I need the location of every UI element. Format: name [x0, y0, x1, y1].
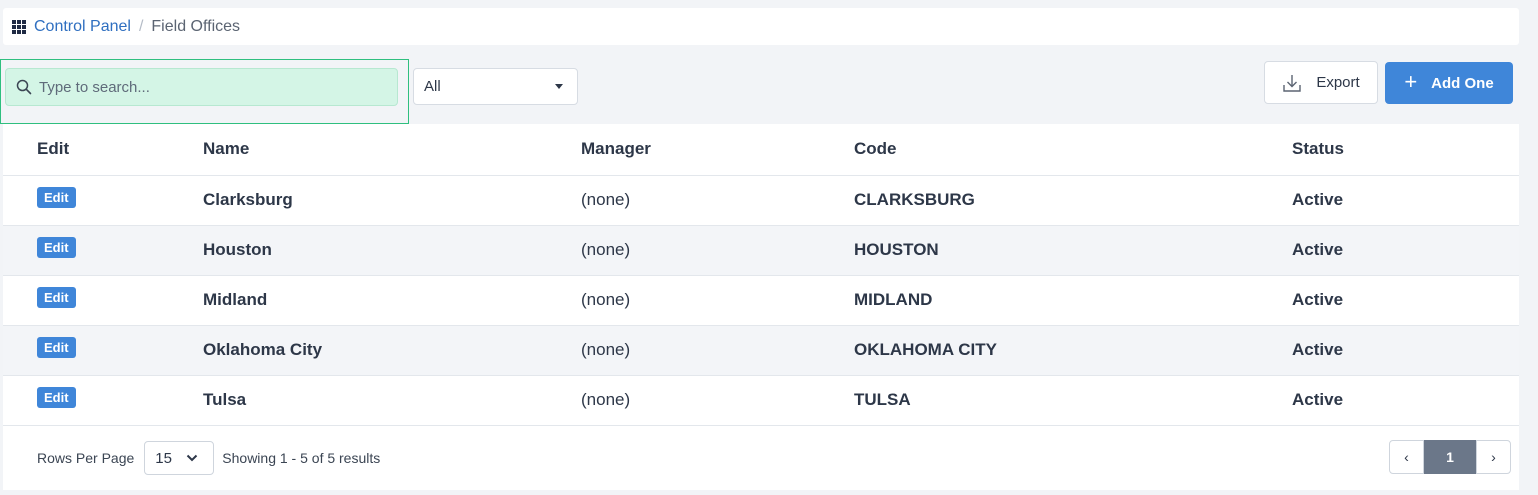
search-input[interactable]	[39, 78, 379, 96]
add-one-label: Add One	[1431, 74, 1494, 92]
next-page-button[interactable]: ›	[1476, 440, 1511, 474]
export-label: Export	[1316, 74, 1360, 91]
office-manager: (none)	[581, 225, 854, 276]
download-icon	[1283, 74, 1302, 92]
edit-button[interactable]: Edit	[37, 386, 76, 408]
edit-button[interactable]: Edit	[37, 236, 76, 258]
office-name: Midland	[203, 275, 581, 326]
edit-button[interactable]: Edit	[37, 286, 76, 308]
column-header-status[interactable]: Status	[1292, 124, 1519, 176]
table-header-row: Edit Name Manager Code Status	[3, 124, 1519, 176]
plus-icon: +	[1404, 69, 1418, 94]
results-summary: Showing 1 - 5 of 5 results	[222, 450, 381, 466]
search-focus-region	[0, 59, 409, 124]
caret-down-icon	[555, 84, 563, 89]
office-code: OKLAHOMA CITY	[854, 325, 1292, 376]
rows-per-page-value: 15	[155, 449, 172, 467]
table-footer: Rows Per Page 15 Showing 1 - 5 of 5 resu…	[3, 426, 1519, 490]
field-offices-table: Edit Name Manager Code Status Edit Clark…	[3, 124, 1519, 426]
office-name: Houston	[203, 225, 581, 276]
add-one-button[interactable]: + Add One	[1385, 62, 1513, 104]
office-name: Oklahoma City	[203, 325, 581, 376]
breadcrumb-separator: /	[138, 17, 144, 35]
office-manager: (none)	[581, 275, 854, 326]
page-title: Field Offices	[151, 17, 241, 35]
office-status: Active	[1292, 375, 1519, 426]
column-header-code[interactable]: Code	[854, 124, 1292, 176]
grid-icon[interactable]	[12, 19, 26, 34]
previous-page-button[interactable]: ‹	[1389, 440, 1424, 474]
field-offices-table-card: Edit Name Manager Code Status Edit Clark…	[3, 124, 1519, 490]
edit-button[interactable]: Edit	[37, 186, 76, 208]
office-code: CLARKSBURG	[854, 175, 1292, 226]
edit-button[interactable]: Edit	[37, 336, 76, 358]
office-code: TULSA	[854, 375, 1292, 426]
pagination: ‹ 1 ›	[1389, 440, 1511, 474]
breadcrumb-control-panel-link[interactable]: Control Panel	[34, 17, 131, 35]
export-button[interactable]: Export	[1264, 61, 1378, 104]
office-status: Active	[1292, 275, 1519, 326]
column-header-name[interactable]: Name	[203, 124, 581, 176]
table-row: Edit Clarksburg (none) CLARKSBURG Active	[3, 175, 1519, 226]
table-row: Edit Tulsa (none) TULSA Active	[3, 375, 1519, 426]
status-filter-select[interactable]: All	[413, 68, 578, 105]
breadcrumb: Control Panel / Field Offices	[3, 8, 1519, 45]
office-manager: (none)	[581, 375, 854, 426]
table-row: Edit Midland (none) MIDLAND Active	[3, 275, 1519, 326]
status-filter-value: All	[424, 78, 441, 95]
chevron-left-icon: ‹	[1404, 449, 1409, 465]
search-box[interactable]	[5, 68, 398, 106]
office-status: Active	[1292, 175, 1519, 226]
table-row: Edit Houston (none) HOUSTON Active	[3, 225, 1519, 276]
office-code: MIDLAND	[854, 275, 1292, 326]
column-header-edit: Edit	[3, 124, 203, 176]
page-1-button[interactable]: 1	[1424, 440, 1476, 474]
office-status: Active	[1292, 225, 1519, 276]
office-manager: (none)	[581, 325, 854, 376]
office-status: Active	[1292, 325, 1519, 376]
search-icon	[16, 79, 32, 95]
office-code: HOUSTON	[854, 225, 1292, 276]
column-header-manager[interactable]: Manager	[581, 124, 854, 176]
office-name: Clarksburg	[203, 175, 581, 226]
chevron-right-icon: ›	[1491, 449, 1496, 465]
office-manager: (none)	[581, 175, 854, 226]
table-row: Edit Oklahoma City (none) OKLAHOMA CITY …	[3, 325, 1519, 376]
rows-per-page-select[interactable]: 15	[144, 441, 215, 475]
office-name: Tulsa	[203, 375, 581, 426]
rows-per-page-label: Rows Per Page	[37, 450, 135, 466]
chevron-down-icon	[186, 454, 198, 462]
